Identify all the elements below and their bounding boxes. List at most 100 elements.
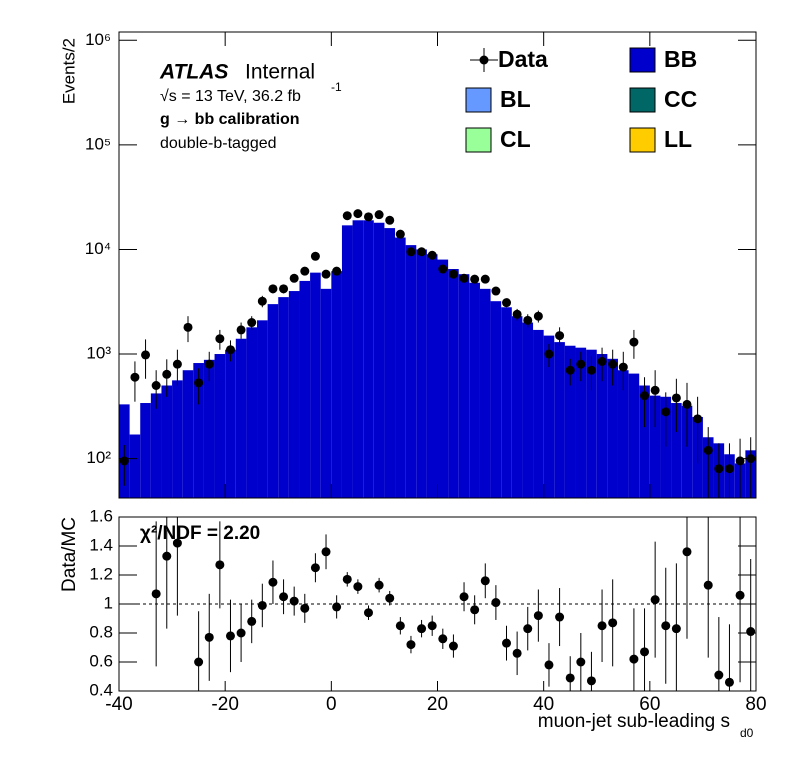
ratio-point [162,551,172,561]
selection-label: double-b-tagged [160,135,277,152]
ratio-point [650,595,660,605]
data-point [480,274,490,284]
chi2-annotation: χ²/NDF = 2.20 [140,523,260,544]
data-point [385,215,395,225]
legend-marker [479,55,489,65]
stack-bar [278,297,289,498]
legend-label: CL [500,126,531,152]
data-point [321,269,331,279]
x-tick-label: 40 [533,694,554,715]
ratio-point [671,624,681,634]
ratio-point [640,647,650,657]
stack-bar [469,282,480,498]
ratio-point [151,589,161,599]
data-point [406,247,416,257]
stack-bar [533,329,544,498]
ratio-point [523,624,533,634]
x-tick-label: 20 [427,694,448,715]
ratio-point [438,634,448,644]
ratio-point [300,603,310,613]
stack-bar [299,280,311,498]
plot-area [119,209,756,498]
status-label: Internal [245,61,315,84]
stack-bar [225,349,236,498]
stack-bar [671,403,682,498]
ratio-point [512,648,522,658]
y-tick-label: 10⁶ [85,30,111,49]
atlas-label: ATLAS [159,61,228,84]
stack-bar [554,342,565,498]
ratio-point [533,611,543,621]
data-point [682,399,692,409]
stack-bar [458,274,470,498]
data-point [194,378,204,388]
data-point [427,250,437,260]
ratio-point [448,641,458,651]
data-point [523,315,533,325]
y-tick-label: 1.4 [89,535,113,554]
ratio-point [279,592,289,602]
data-point [141,350,151,360]
stack-bar [596,354,608,498]
y-tick-label: 0.8 [89,622,113,641]
stack-bar [522,322,534,498]
stack-bar [352,220,364,498]
legend-swatch [465,87,492,113]
data-point [236,325,246,335]
ratio-point [385,593,395,603]
stack-bar [426,254,438,498]
ratio-point [172,538,182,548]
data-point [417,247,427,257]
stack-bar [267,304,279,498]
legend-label: Data [498,46,548,72]
data-point [332,266,342,276]
ratio-point [427,621,437,631]
data-point [608,359,618,369]
data-point [640,391,650,401]
stack-bar [575,347,587,498]
ratio-point [746,627,756,637]
stack-bar [384,228,396,498]
data-point [438,264,448,274]
data-point [491,286,501,296]
x-axis-label-sub: d0 [740,726,754,740]
stack-bar [681,405,693,498]
ratio-point [395,621,405,631]
ratio-point [215,560,225,570]
ratio-point [406,640,416,650]
stack-bar [628,373,640,498]
ratio-point [724,677,734,687]
data-point [257,296,267,306]
stack-bar [150,393,162,498]
stack-bar [320,288,332,498]
data-point [618,362,628,372]
y-tick-label: 10⁴ [85,239,111,258]
x-tick-label: 0 [326,694,337,715]
x-tick-label: 80 [745,694,766,715]
legend-label: LL [664,126,692,152]
stack-bar [341,225,353,498]
data-point [172,359,182,369]
ratio-point [703,580,713,590]
y-tick-label: 10² [86,448,111,467]
stack-bar [416,249,427,498]
stack-bar [182,370,194,498]
stack-bar [129,434,141,498]
data-point [247,318,257,328]
legend-label: BB [664,46,697,72]
data-point [374,210,384,220]
plot-area [151,517,756,691]
ratio-point [661,621,671,631]
ratio-point [204,632,214,642]
ratio-point [597,621,607,631]
ratio-point [491,598,501,608]
ratio-point [417,624,427,634]
data-point [629,337,639,347]
stack-bar [543,335,555,498]
legend-label: CC [664,86,697,112]
legend-label: BL [500,86,531,112]
stack-bar [490,301,502,498]
data-point [151,381,161,391]
ratio-point [374,580,384,590]
ratio-point [544,660,554,670]
